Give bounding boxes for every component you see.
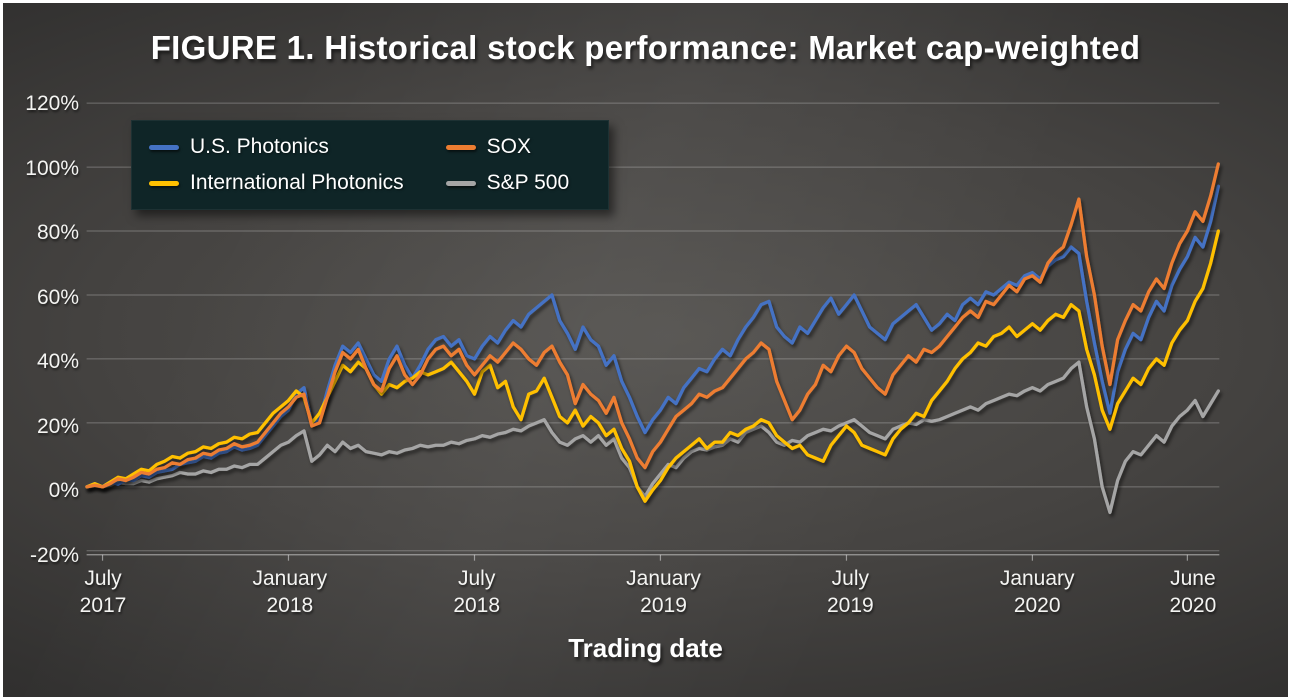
y-tick-label: -20%	[29, 543, 79, 567]
series-line-sox	[85, 162, 1220, 489]
legend-label: S&P 500	[486, 171, 570, 194]
x-tick-label: January 2018	[220, 565, 360, 619]
legend-swatch-s-p-500	[445, 180, 476, 186]
legend-label: U.S. Photonics	[190, 135, 329, 158]
x-tick-month: July	[84, 567, 122, 590]
x-tick-year: 2017	[79, 594, 127, 617]
plot-area	[85, 102, 1220, 561]
y-tick-label: 120%	[25, 92, 79, 115]
y-tick-label: 40%	[36, 350, 79, 373]
y-tick-label: 20%	[36, 414, 79, 438]
x-tick-label: July 2018	[407, 565, 547, 619]
x-tick-label: July 2017	[33, 565, 173, 619]
legend-item-s-p-500: S&P 500	[445, 171, 570, 195]
x-tick-month: January	[626, 567, 701, 590]
legend-item-international-photonics: International Photonics	[149, 171, 404, 195]
legend-label: International Photonics	[190, 171, 404, 194]
y-tick-label: 0%	[48, 479, 79, 502]
legend-label: SOX	[486, 135, 531, 158]
x-tick-month: July	[457, 567, 496, 590]
legend-item-u-s-photonics: U.S. Photonics	[149, 135, 404, 159]
x-tick-year: 2020	[1013, 594, 1061, 617]
x-tick-year: 2018	[266, 594, 314, 617]
x-tick-month: January	[252, 567, 328, 590]
x-tick-year: 2019	[827, 594, 874, 617]
x-tick-year: 2018	[453, 594, 501, 617]
x-tick-month: June	[1170, 567, 1216, 590]
y-tick-label: 100%	[25, 156, 79, 180]
legend-swatch-sox	[445, 144, 476, 150]
x-tick-month: January	[999, 567, 1075, 590]
x-tick-label: January 2019	[594, 565, 734, 619]
x-tick-label: January 2020	[967, 565, 1107, 619]
x-tick-month: July	[831, 567, 870, 590]
x-tick-label: July 2019	[780, 565, 920, 619]
legend-item-sox: SOX	[445, 135, 570, 159]
legend-swatch-u-s-photonics	[149, 144, 179, 150]
legend: U.S. Photonics SOX International Photonics…	[131, 120, 609, 210]
chart-title: FIGURE 1. Historical stock performance: …	[150, 29, 1141, 66]
x-tick-year: 2020	[1169, 594, 1217, 617]
x-tick-year: 2019	[640, 594, 687, 617]
x-tick-label: June 2020	[1123, 565, 1263, 619]
series-line-s-p-500	[85, 360, 1220, 515]
x-axis	[86, 554, 1220, 561]
series-lines	[85, 162, 1220, 515]
y-tick-label: 80%	[36, 221, 79, 244]
series-line-international-photonics	[85, 229, 1220, 503]
legend-swatch-international-photonics	[149, 180, 179, 186]
y-tick-label: 60%	[36, 285, 79, 309]
series-line-u-s-photonics	[85, 184, 1220, 489]
x-axis-title: Trading date	[568, 633, 723, 663]
